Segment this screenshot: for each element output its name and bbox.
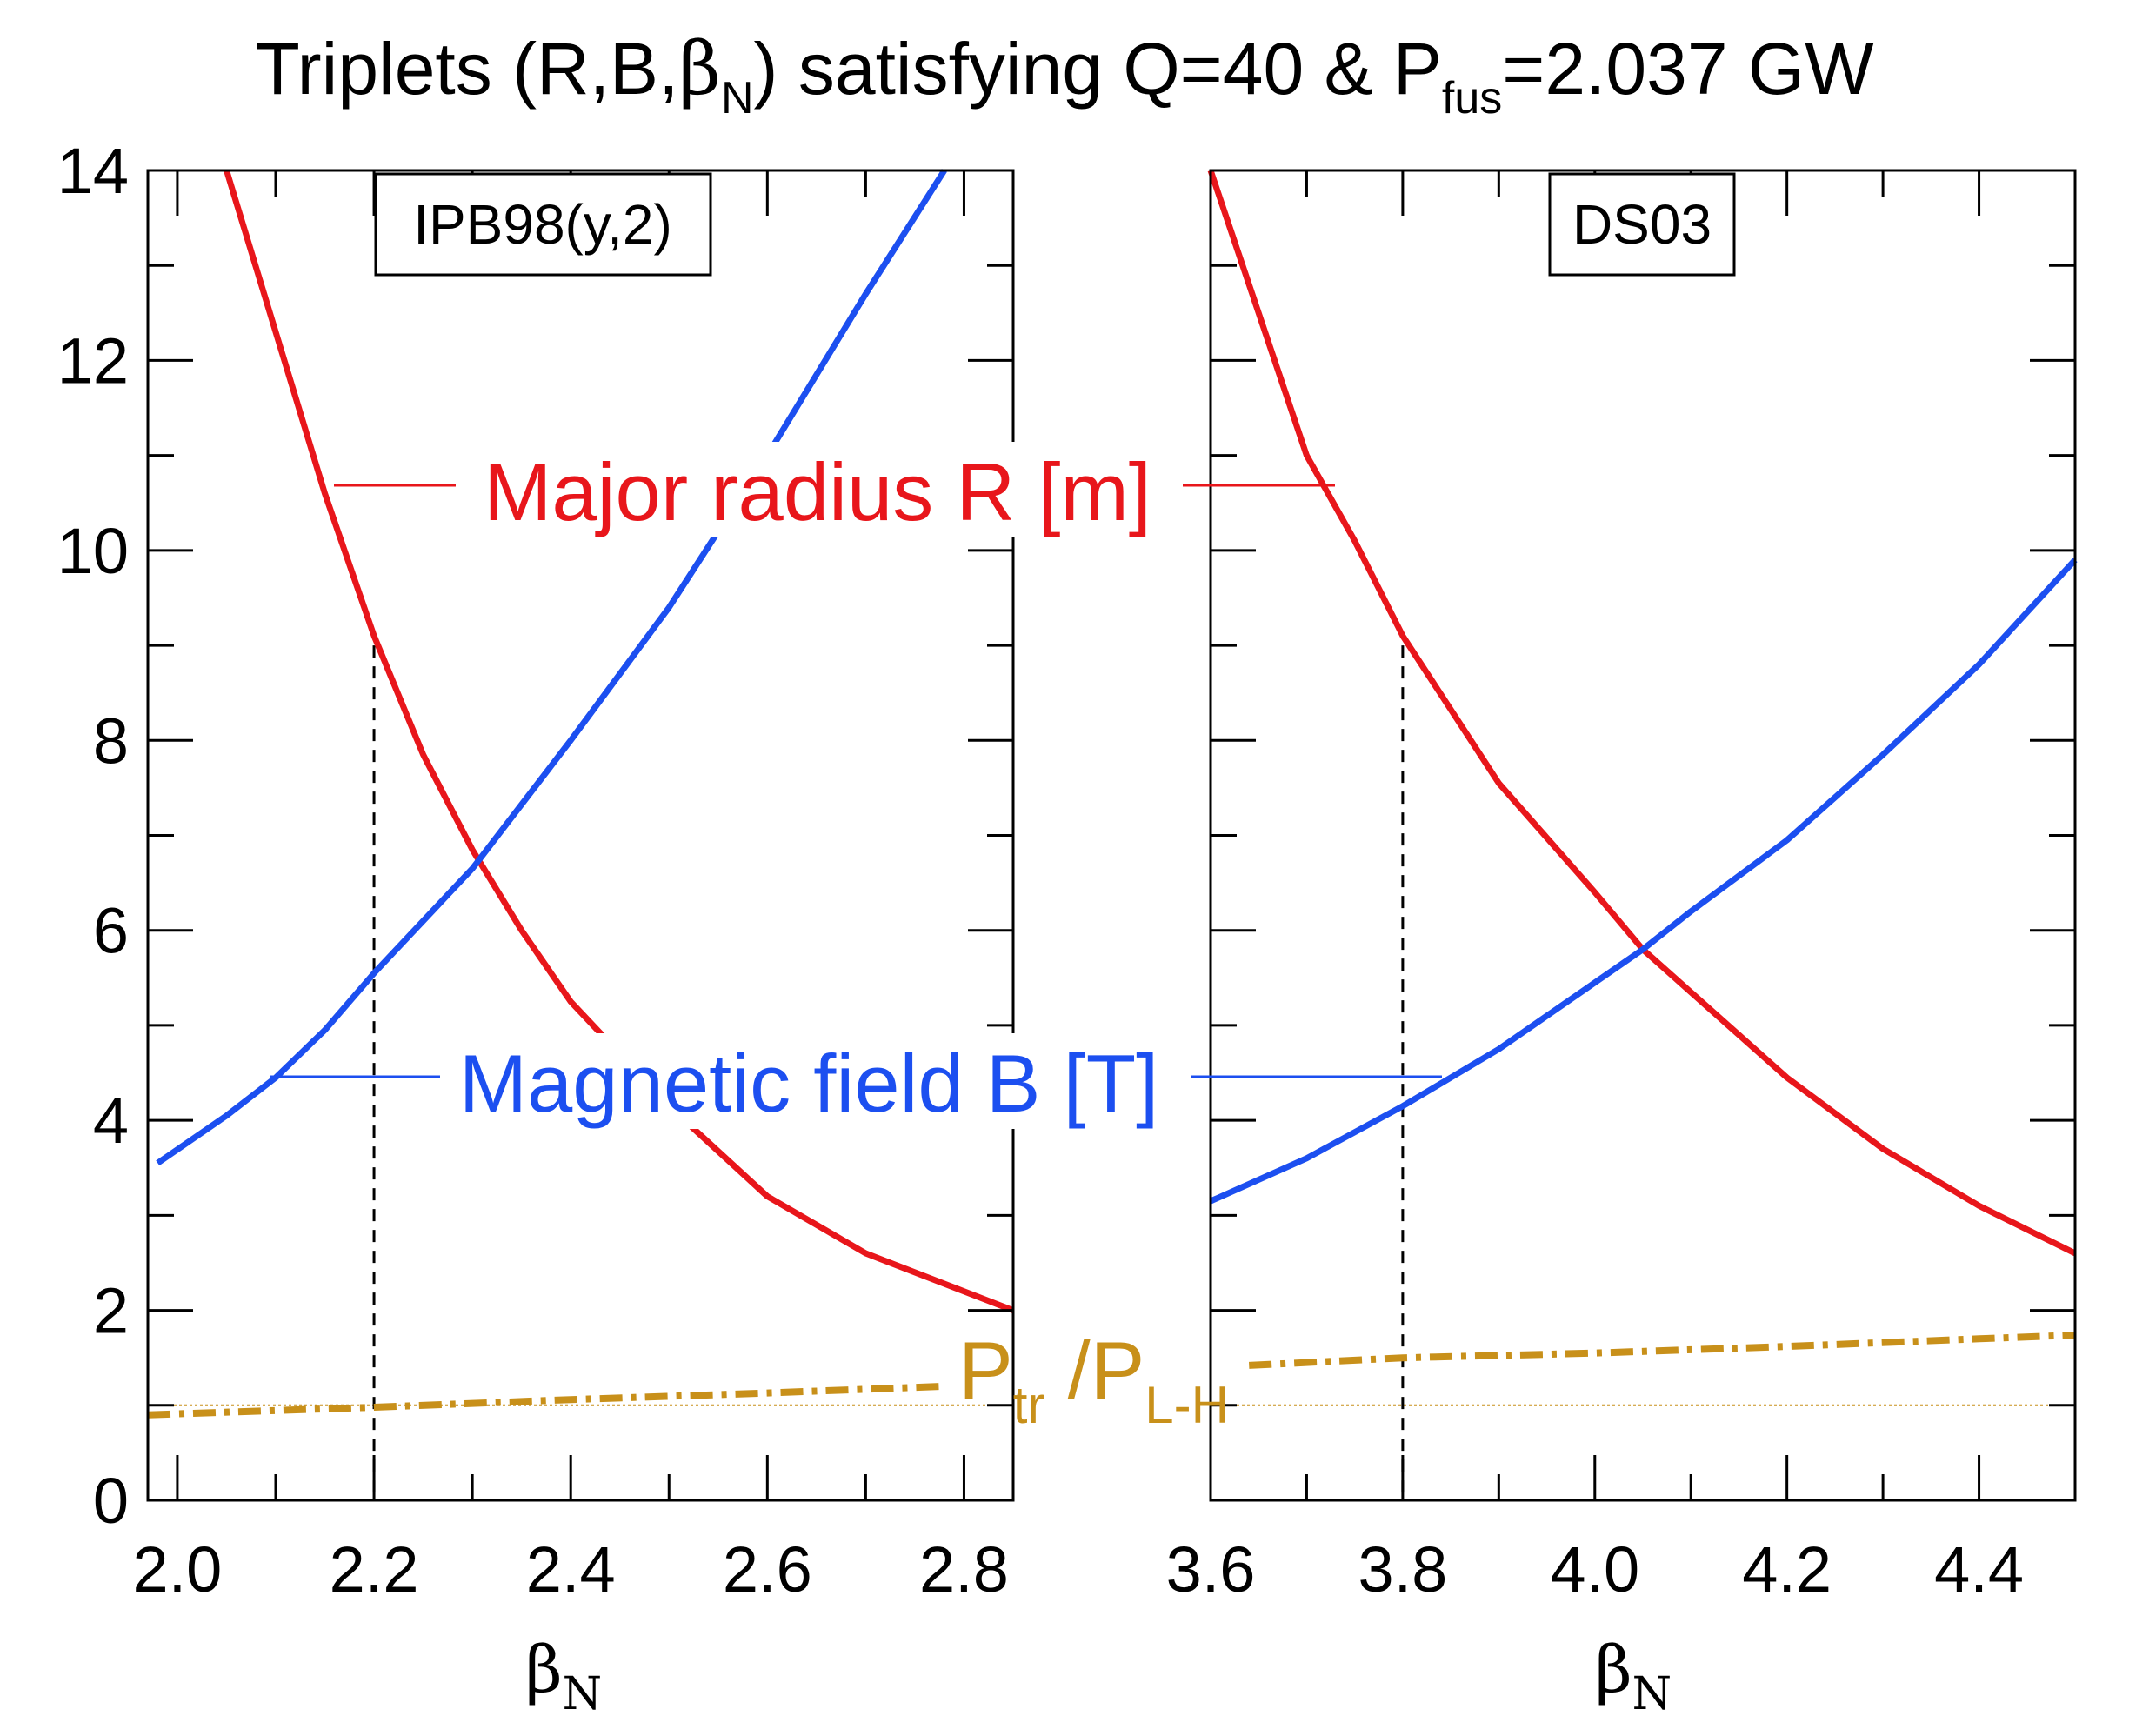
title-beta-sub: N bbox=[721, 73, 754, 124]
series-line-b bbox=[1209, 558, 2078, 1205]
annotation-b: Magnetic field B [T] bbox=[270, 1033, 1442, 1129]
x-tick-label: 2.8 bbox=[919, 1533, 1009, 1606]
y-tick-label: 8 bbox=[93, 704, 129, 777]
y-tick-label: 2 bbox=[93, 1275, 129, 1347]
x-tick-label: 3.6 bbox=[1166, 1533, 1256, 1606]
series-line-ratio bbox=[1249, 1332, 2076, 1369]
x-tick-label: 4.0 bbox=[1550, 1533, 1639, 1606]
annotation-ratio-label: Ptr /PL-H bbox=[958, 1325, 1229, 1434]
plot-frame bbox=[146, 169, 1015, 1502]
y-tick-label: 4 bbox=[93, 1085, 129, 1157]
series-line-b bbox=[156, 169, 947, 1166]
y-tick-label: 14 bbox=[57, 135, 129, 207]
panel-ipb98: 0 2 4 6 8 10 12 14 2.0 2.2 2.4 2.6 2.8 bbox=[57, 135, 1015, 1606]
chart-title: Triplets (R,B,βN) satisfying Q=40 & Pfus… bbox=[255, 26, 1873, 124]
x-axis-title-left: βN bbox=[525, 1633, 602, 1720]
x-tick-label: 2.4 bbox=[526, 1533, 616, 1606]
x-tick-label: 4.4 bbox=[1934, 1533, 2024, 1606]
panel-label-box-ds03: DS03 bbox=[1548, 172, 1736, 277]
y-tick-label: 0 bbox=[93, 1465, 129, 1537]
x-tick-label: 2.0 bbox=[132, 1533, 222, 1606]
plot-frame bbox=[1209, 169, 2077, 1502]
title-beta: β bbox=[678, 26, 721, 111]
panel-ds03: 3.6 3.8 4.0 4.2 4.4 bbox=[1166, 169, 2078, 1606]
annotation-r: Major radius R [m] bbox=[334, 442, 1335, 537]
x-tick-label: 4.2 bbox=[1742, 1533, 1832, 1606]
y-tick-label: 12 bbox=[57, 324, 129, 397]
panel-label-box-ipb98: IPB98(y,2) bbox=[374, 172, 712, 277]
series-line-r bbox=[224, 169, 1015, 1313]
series-line-ratio bbox=[147, 1382, 945, 1419]
x-tick-label: 2.2 bbox=[330, 1533, 419, 1606]
annotation-b-label: Magnetic field B [T] bbox=[459, 1038, 1159, 1129]
annotation-r-label: Major radius R [m] bbox=[484, 446, 1151, 537]
series-line-r bbox=[1207, 169, 2077, 1257]
y-tick-label: 6 bbox=[93, 895, 129, 967]
x-axis-title-right: βN bbox=[1595, 1633, 1672, 1720]
annotation-ratio: Ptr /PL-H bbox=[958, 1325, 1229, 1434]
title-p-sub: fus bbox=[1442, 73, 1502, 124]
x-tick-label: 2.6 bbox=[723, 1533, 812, 1606]
y-tick-label: 10 bbox=[57, 515, 129, 587]
title-prefix: Triplets (R,B, bbox=[255, 28, 678, 110]
panel-label-ipb98: IPB98(y,2) bbox=[413, 193, 672, 256]
x-tick-label: 3.8 bbox=[1358, 1533, 1447, 1606]
title-middle: ) satisfying Q=40 & P bbox=[754, 28, 1442, 110]
title-suffix: =2.037 GW bbox=[1502, 28, 1873, 110]
panel-label-ds03: DS03 bbox=[1572, 193, 1712, 256]
